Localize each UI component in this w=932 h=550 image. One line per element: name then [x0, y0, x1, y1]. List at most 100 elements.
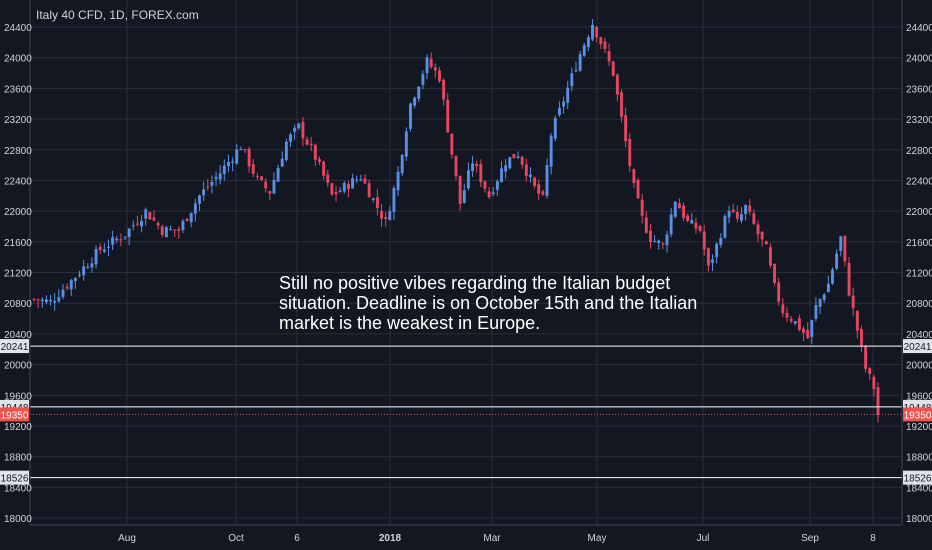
candle: [719, 233, 723, 248]
candle: [206, 179, 210, 191]
candle-body: [574, 70, 578, 72]
candle: [297, 122, 301, 131]
candle-body: [82, 266, 86, 276]
y-tick-label-left: 22400: [4, 176, 32, 187]
candle: [847, 256, 851, 297]
candle: [346, 180, 350, 198]
candle: [227, 154, 230, 173]
time-axis[interactable]: Aug Oct 6 2018 Mar May Jul Sep 8: [118, 533, 876, 544]
candle-body: [620, 92, 623, 117]
candle: [504, 158, 508, 179]
candle: [301, 117, 305, 147]
price-badge-label: 19350: [1, 410, 29, 421]
y-tick-label-left: 19200: [4, 422, 32, 433]
candle-body: [702, 231, 706, 250]
candle: [359, 174, 363, 182]
candle-body: [839, 236, 843, 251]
candle: [789, 315, 793, 324]
candle-body: [706, 248, 710, 266]
candle: [156, 220, 160, 230]
candle: [876, 382, 880, 423]
candle: [318, 156, 321, 165]
candle: [690, 213, 694, 225]
candle-body: [835, 253, 839, 269]
candle: [264, 178, 268, 193]
candle-body: [483, 181, 487, 189]
candle: [495, 179, 499, 196]
candle: [251, 159, 255, 178]
candle: [284, 138, 288, 162]
candle: [260, 175, 263, 182]
candle: [723, 213, 727, 239]
y-tick-label-left: 20000: [4, 361, 32, 372]
candle: [466, 162, 470, 191]
candle-body: [289, 134, 292, 142]
candle-body: [301, 122, 305, 139]
candle-body: [272, 179, 276, 194]
price-badge-right: [903, 407, 932, 422]
candle: [400, 153, 404, 177]
candle: [475, 160, 479, 173]
candle: [822, 292, 826, 303]
y-tick-label-right: 22000: [906, 207, 932, 218]
candle: [686, 213, 690, 223]
candle-body: [442, 79, 446, 100]
candle-body: [711, 259, 714, 263]
candle: [313, 143, 317, 166]
candle: [715, 242, 719, 264]
candle-body: [243, 149, 247, 151]
candle: [471, 155, 474, 177]
candle: [677, 198, 681, 209]
candle: [694, 217, 698, 235]
candle: [669, 207, 673, 238]
candlestick-series: [32, 19, 880, 423]
candle-body: [260, 176, 263, 181]
candle-body: [222, 165, 226, 175]
right-price-axis[interactable]: 18000 18400 18800 19200 19600 20000 20400 20800…: [906, 23, 932, 525]
candle-body: [318, 159, 321, 163]
candle-body: [557, 107, 561, 116]
y-tick-label-left: 20800: [4, 299, 32, 310]
candle-body: [466, 170, 470, 189]
candle: [82, 259, 86, 281]
candle-body: [375, 197, 379, 209]
left-price-axis[interactable]: 18000 18400 18800 19200 19600 20000 20400 20800…: [4, 23, 32, 525]
candle-body: [438, 70, 441, 82]
candle: [781, 297, 785, 318]
candle-body: [111, 237, 115, 245]
candle: [247, 146, 251, 173]
candle: [735, 205, 739, 223]
candle-body: [541, 191, 545, 195]
candle-body: [388, 211, 392, 221]
candle-body: [90, 263, 94, 268]
candle-body: [516, 156, 520, 158]
y-tick-label-right: 23600: [906, 84, 932, 95]
candle-body: [673, 201, 677, 217]
candle: [649, 223, 652, 249]
candle: [706, 247, 710, 272]
candle: [611, 60, 615, 77]
candle: [843, 235, 847, 267]
candle-body: [686, 215, 690, 221]
candle: [640, 194, 644, 224]
y-tick-label-right: 23200: [906, 115, 932, 126]
y-tick-label-right: 22800: [906, 146, 932, 157]
candle-body: [94, 249, 98, 265]
candle: [615, 73, 619, 102]
candle-body: [131, 225, 135, 227]
y-tick-label-right: 21200: [906, 269, 932, 280]
candle-body: [851, 295, 855, 309]
candle: [367, 179, 371, 198]
candle: [193, 198, 197, 222]
candle-body: [719, 237, 723, 245]
candle: [425, 54, 429, 80]
candle-body: [582, 45, 586, 56]
y-tick-label-right: 22400: [906, 176, 932, 187]
candle-body: [562, 101, 566, 107]
candle: [454, 155, 458, 181]
candle-body: [152, 217, 156, 221]
candle-body: [524, 164, 528, 176]
candle-body: [644, 217, 648, 233]
candle: [131, 220, 135, 231]
